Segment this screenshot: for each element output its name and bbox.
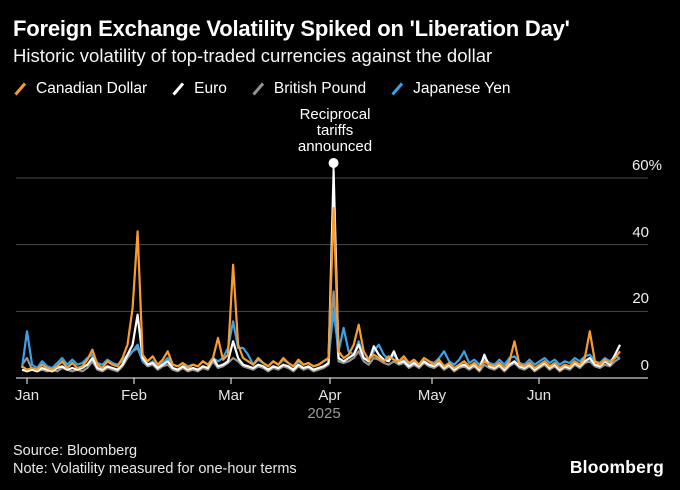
y-axis-label: 0: [640, 357, 649, 374]
annotation-dot: [328, 158, 339, 168]
slash-marker-icon: [172, 82, 185, 96]
legend-label: Canadian Dollar: [36, 80, 148, 97]
y-axis-label: 20: [632, 290, 649, 308]
x-axis-label: Apr: [318, 387, 342, 404]
x-axis-label: Jun: [526, 387, 552, 404]
legend-label: British Pound: [273, 80, 367, 97]
x-axis-year-label: 2025: [307, 405, 341, 422]
bloomberg-logo: Bloomberg: [569, 457, 664, 477]
x-axis-label: Mar: [218, 387, 244, 404]
source-text: Source: Bloomberg: [13, 443, 138, 459]
chart-legend: Canadian Dollar Euro British Pound Japan…: [13, 80, 511, 98]
series-line-japanese-yen: [20, 310, 621, 370]
legend-label: Japanese Yen: [413, 80, 511, 97]
x-axis-label: Feb: [121, 387, 147, 404]
note-text: Note: Volatility measured for one-hour t…: [13, 461, 297, 477]
annotation-reciprocal-tariffs: Reciprocal tariffs announced: [297, 106, 373, 155]
y-axis-label: 40: [632, 223, 649, 241]
legend-item-euro: Euro: [171, 80, 227, 98]
slash-marker-icon: [14, 82, 27, 96]
series-line-canadian-dollar: [21, 206, 621, 371]
page-title: Foreign Exchange Volatility Spiked on 'L…: [13, 16, 570, 41]
legend-item-japanese-yen: Japanese Yen: [390, 80, 511, 98]
legend-item-canadian-dollar: Canadian Dollar: [13, 80, 147, 98]
series-line-british-pound: [21, 290, 621, 373]
x-axis-label: Jan: [14, 387, 40, 404]
chart-subtitle: Historic volatility of top-traded curren…: [13, 45, 493, 66]
legend-label: Euro: [194, 80, 227, 97]
x-axis-label: May: [417, 387, 447, 404]
slash-marker-icon: [391, 82, 404, 96]
legend-item-british-pound: British Pound: [251, 80, 366, 98]
y-axis-label: 60%: [631, 157, 662, 174]
series-line-euro: [21, 170, 621, 373]
slash-marker-icon: [252, 82, 265, 96]
